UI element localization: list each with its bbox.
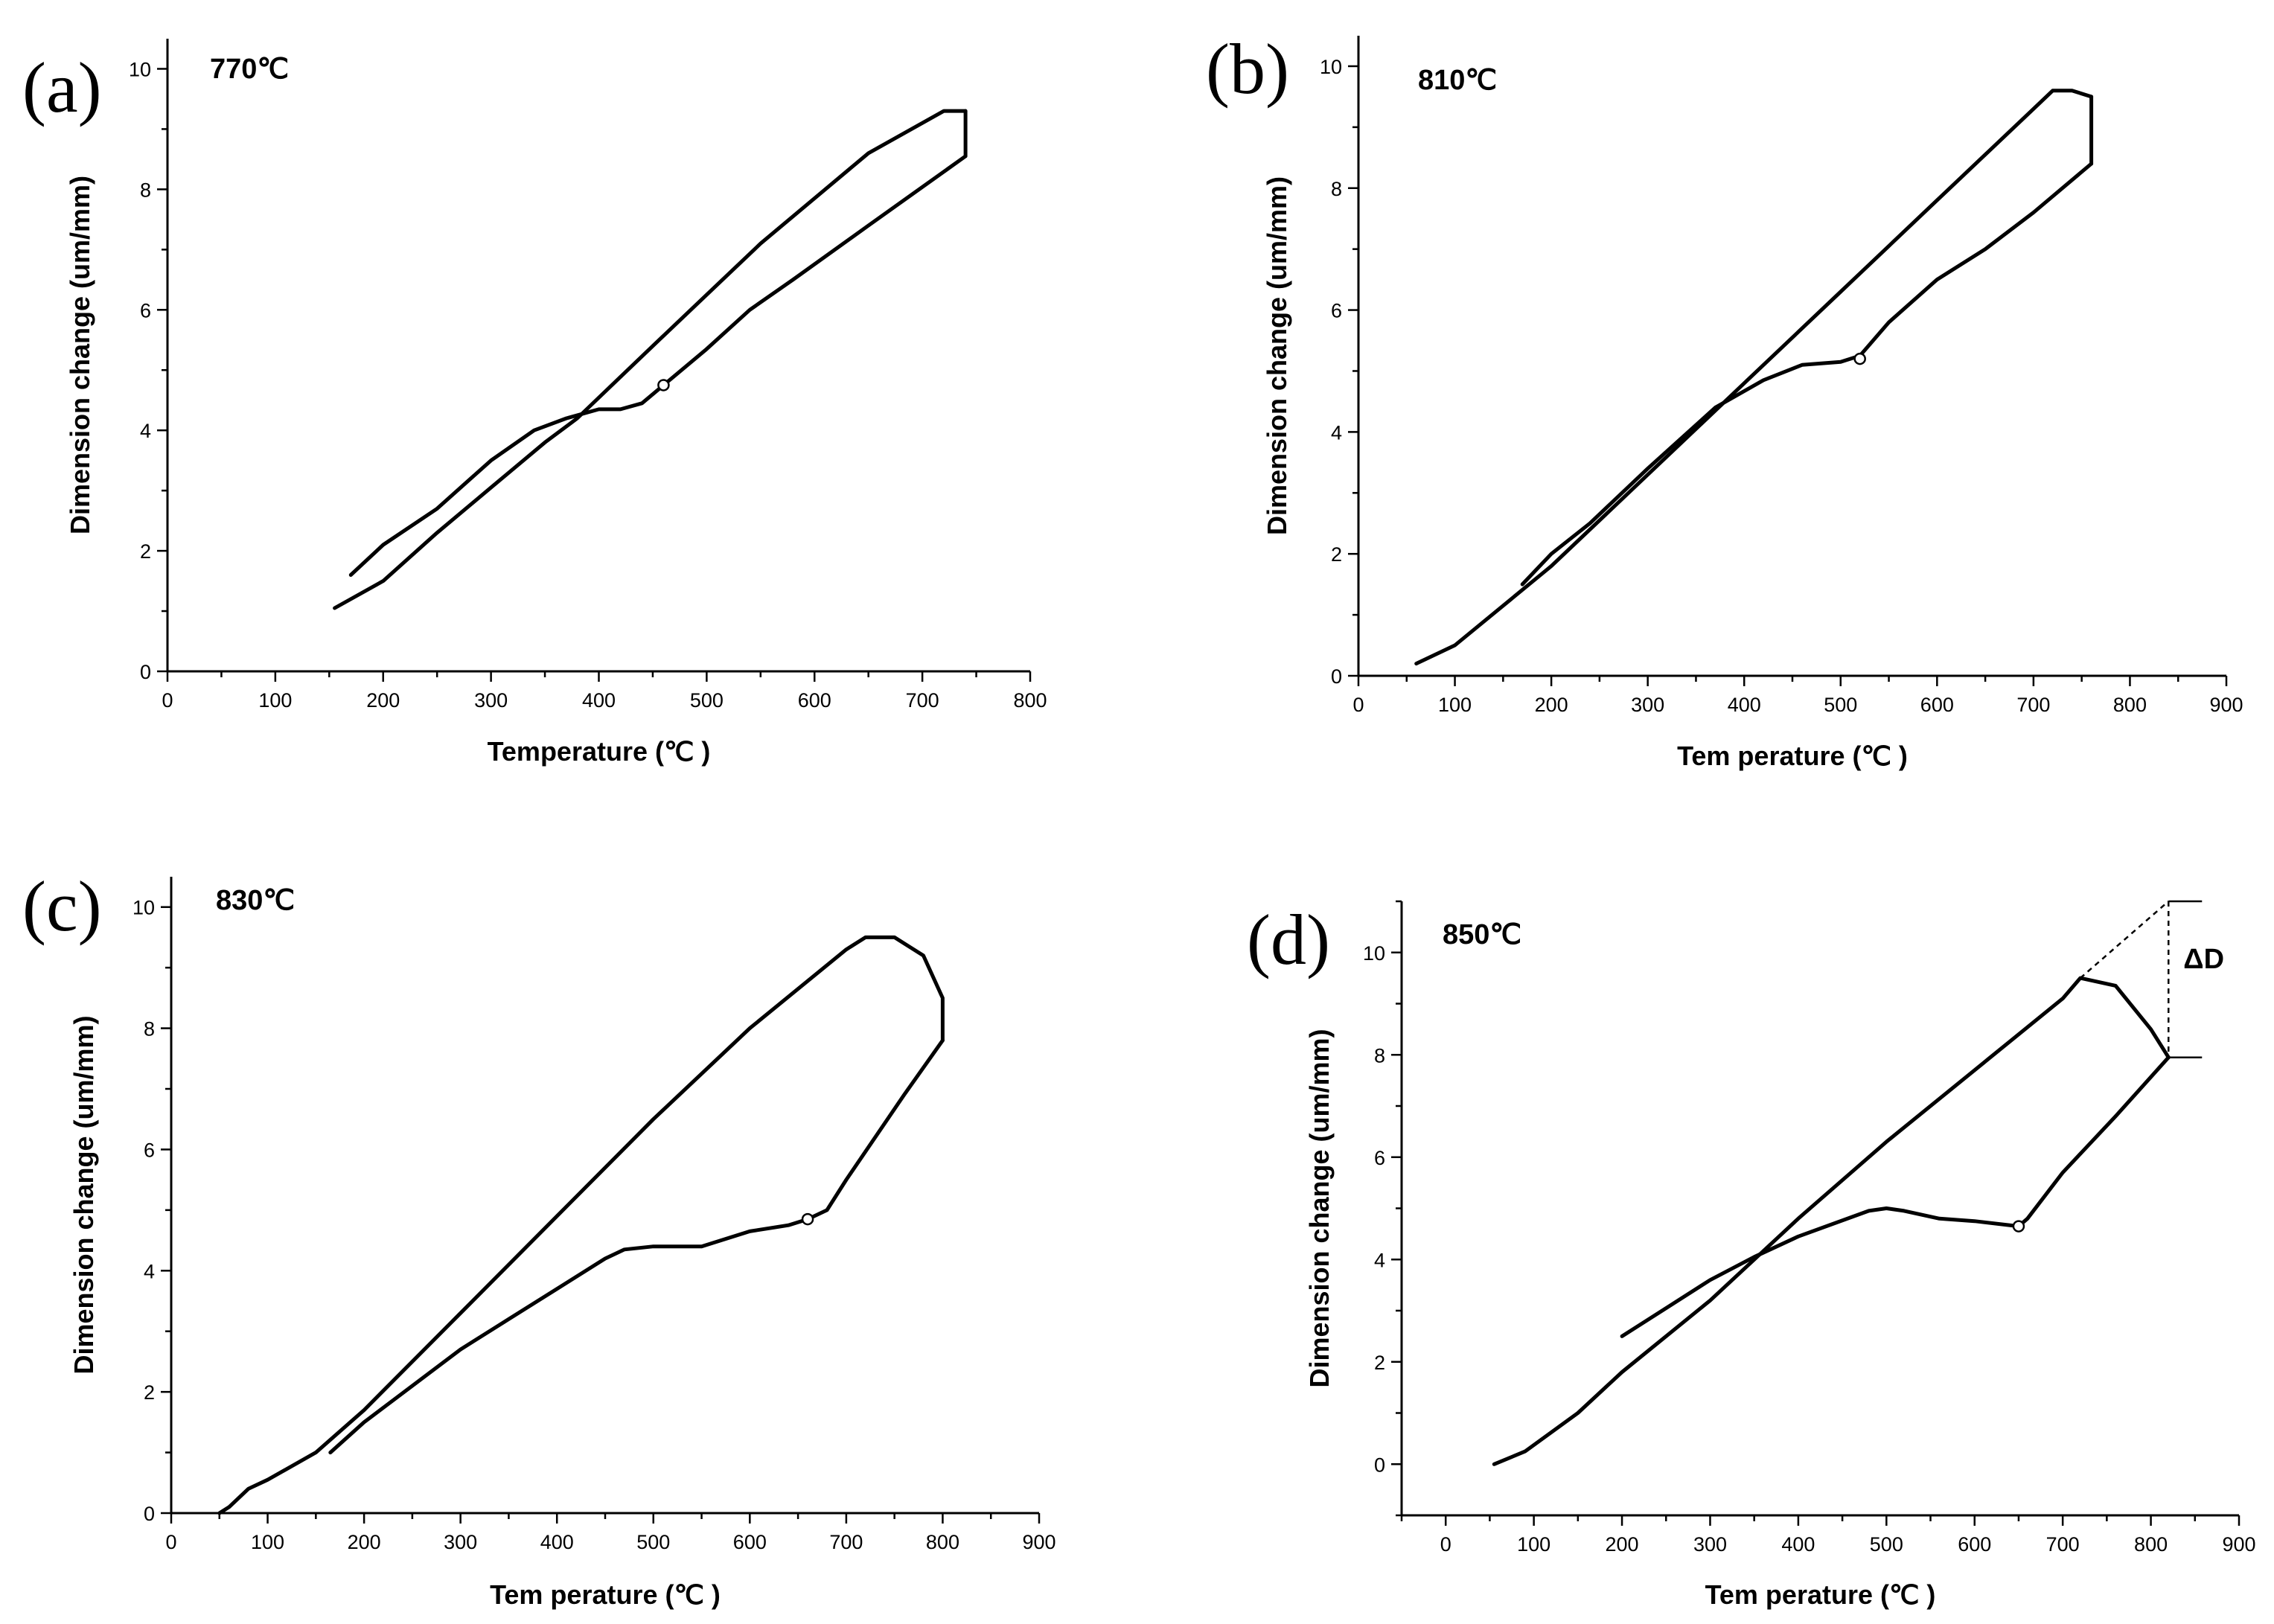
y-tick-label: 6 <box>144 1139 155 1161</box>
y-tick-label: 8 <box>1331 178 1342 200</box>
panel-label: (d) <box>1247 900 1330 979</box>
x-axis-label: Tem perature (℃ ) <box>1705 1579 1936 1610</box>
heating-curve <box>1414 89 2094 666</box>
transition-marker <box>2012 1220 2025 1233</box>
temperature-label: 770℃ <box>210 54 289 85</box>
x-tick-label: 500 <box>1824 694 1857 716</box>
y-tick-label: 2 <box>1331 543 1342 566</box>
y-tick-label: 8 <box>144 1018 155 1040</box>
panel-label: (b) <box>1206 29 1289 109</box>
y-tick-label: 2 <box>140 540 151 563</box>
x-tick-label: 300 <box>474 689 508 712</box>
y-tick-label: 0 <box>1331 665 1342 688</box>
temperature-label: 850℃ <box>1443 919 1521 950</box>
temperature-label: 830℃ <box>216 885 295 916</box>
x-tick-label: 900 <box>2209 694 2243 716</box>
x-tick-label: 200 <box>1606 1533 1639 1556</box>
y-tick-label: 10 <box>132 897 155 919</box>
x-tick-label: 600 <box>733 1531 767 1553</box>
delta-d-label: ΔD <box>2183 944 2224 975</box>
y-tick-label: 6 <box>140 299 151 322</box>
x-tick-label: 600 <box>1958 1533 1991 1556</box>
x-tick-label: 700 <box>906 689 939 712</box>
x-tick-label: 200 <box>1535 694 1568 716</box>
x-tick-label: 100 <box>1517 1533 1550 1556</box>
y-tick-label: 6 <box>1374 1147 1385 1169</box>
cooling-curve <box>328 1038 945 1455</box>
cooling-curve <box>1620 1055 2171 1338</box>
x-tick-label: 900 <box>1022 1531 1055 1553</box>
extrapolation-line <box>2080 901 2170 979</box>
cooling-curve <box>348 154 968 577</box>
cooling-curve <box>1520 162 2094 586</box>
transition-marker <box>1853 352 1866 365</box>
panel-c: 0 100 200 300 400 500 600 700 800 900 0 2 4 6 8 10 Tem p… <box>22 866 1056 1610</box>
heating-curve <box>1492 976 2171 1466</box>
x-axis-label: Tem perature (℃ ) <box>490 1579 721 1610</box>
x-tick-label: 800 <box>926 1531 959 1553</box>
y-tick-label: 4 <box>140 420 151 442</box>
y-tick-label: 10 <box>129 58 151 80</box>
y-tick-label: 8 <box>140 179 151 201</box>
x-tick-label: 100 <box>1438 694 1472 716</box>
x-tick-label: 300 <box>444 1531 477 1553</box>
y-axis-label: Dimension change (um/mm) <box>68 1015 99 1374</box>
y-tick-label: 4 <box>1331 421 1342 444</box>
y-tick-label: 2 <box>144 1381 155 1404</box>
panel-label: (a) <box>22 48 102 127</box>
heating-curve <box>217 935 945 1515</box>
x-axis-label: Temperature (℃ ) <box>488 736 711 767</box>
x-tick-label: 700 <box>2046 1533 2080 1556</box>
x-tick-label: 400 <box>582 689 616 712</box>
y-tick-label: 8 <box>1374 1044 1385 1067</box>
x-tick-label: 200 <box>366 689 400 712</box>
x-tick-label: 700 <box>2016 694 2050 716</box>
x-tick-label: 800 <box>2134 1533 2168 1556</box>
x-axis-label: Tem perature (℃ ) <box>1677 741 1908 771</box>
y-tick-label: 0 <box>140 661 151 683</box>
y-tick-label: 4 <box>144 1260 155 1282</box>
y-tick-label: 10 <box>1320 56 1342 78</box>
x-tick-label: 500 <box>690 689 724 712</box>
x-tick-label: 600 <box>798 689 831 712</box>
x-tick-label: 500 <box>1870 1533 1903 1556</box>
x-tick-label: 400 <box>1781 1533 1815 1556</box>
y-tick-label: 4 <box>1374 1249 1385 1271</box>
y-axis-label: Dimension change (um/mm) <box>65 176 95 534</box>
temperature-label: 810℃ <box>1418 65 1497 96</box>
heating-curve <box>333 109 968 610</box>
x-tick-label: 800 <box>1013 689 1047 712</box>
y-axis-label: Dimension change (um/mm) <box>1304 1029 1335 1387</box>
x-tick-label: 800 <box>2113 694 2147 716</box>
x-tick-label: 900 <box>2222 1533 2255 1556</box>
transition-marker <box>801 1212 814 1226</box>
y-tick-label: 2 <box>1374 1352 1385 1374</box>
x-tick-label: 200 <box>348 1531 381 1553</box>
x-tick-label: 300 <box>1693 1533 1727 1556</box>
panel-b: 0 100 200 300 400 500 600 700 800 900 0 2 4 6 8 10 Tem p… <box>1206 29 2243 771</box>
x-tick-label: 600 <box>1920 694 1954 716</box>
x-tick-label: 0 <box>165 1531 176 1553</box>
transition-marker <box>657 379 670 391</box>
x-tick-label: 300 <box>1631 694 1664 716</box>
x-tick-label: 700 <box>829 1531 863 1553</box>
y-axis-label: Dimension change (um/mm) <box>1262 176 1292 535</box>
panel-label: (c) <box>22 866 102 946</box>
y-tick-label: 0 <box>144 1503 155 1525</box>
x-tick-label: 400 <box>1728 694 1761 716</box>
x-tick-label: 0 <box>1440 1533 1451 1556</box>
x-tick-label: 100 <box>258 689 292 712</box>
x-tick-label: 400 <box>540 1531 574 1553</box>
x-tick-label: 500 <box>636 1531 670 1553</box>
panel-a: 0 100 200 300 400 500 600 700 800 0 2 4 6 8 10 Temperat… <box>22 39 1047 767</box>
y-tick-label: 6 <box>1331 300 1342 322</box>
x-tick-label: 0 <box>1352 694 1364 716</box>
panel-d: 0 100 200 300 400 500 600 700 800 900 0 2 4 6 8 10 Tem p… <box>1247 900 2256 1610</box>
y-tick-label: 0 <box>1374 1454 1385 1476</box>
x-tick-label: 0 <box>162 689 173 712</box>
x-tick-label: 100 <box>251 1531 284 1553</box>
y-tick-label: 10 <box>1363 942 1385 965</box>
